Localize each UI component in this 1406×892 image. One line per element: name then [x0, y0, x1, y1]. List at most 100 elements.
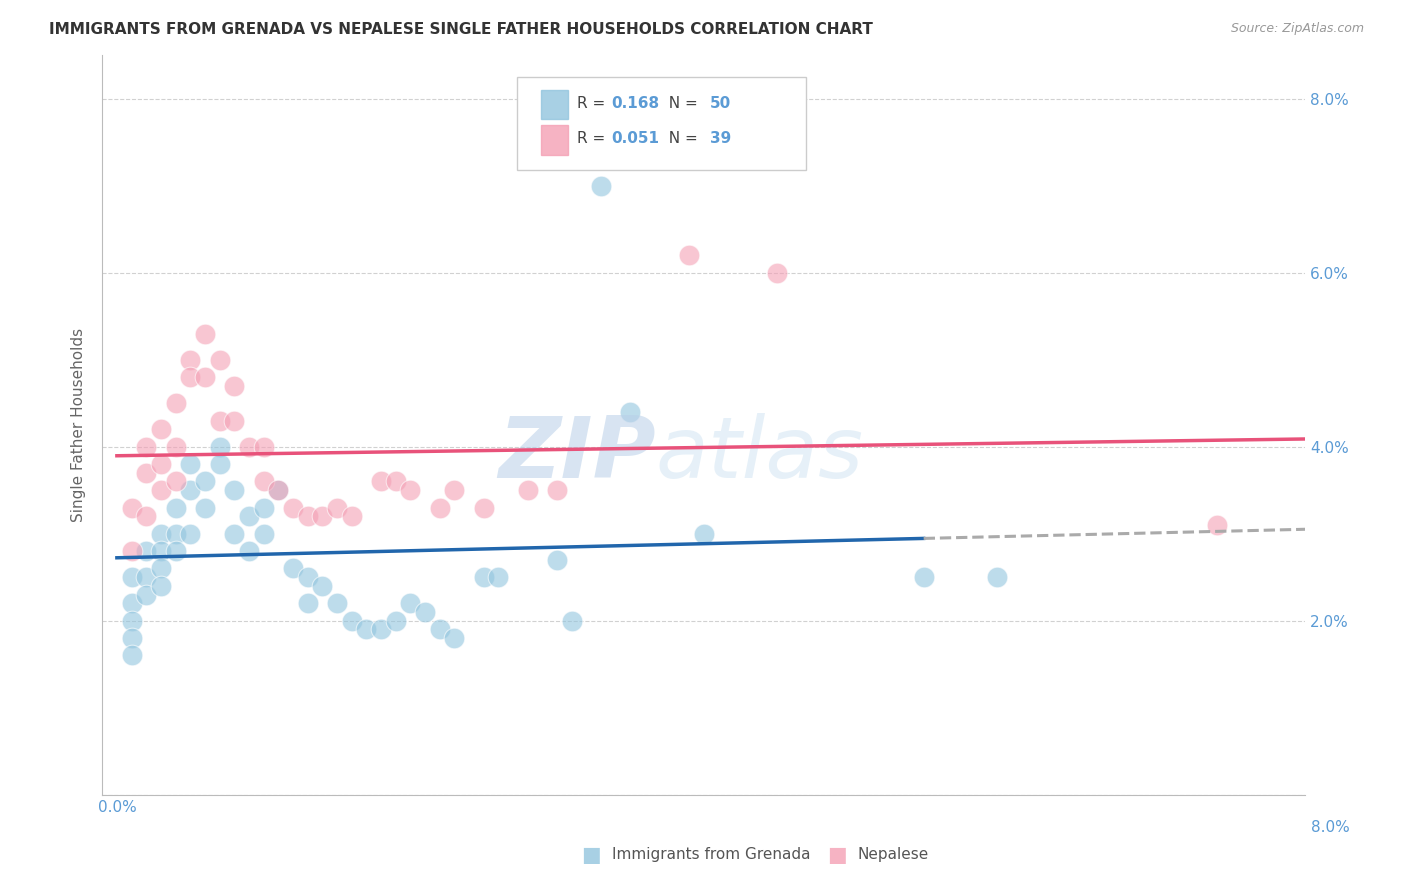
Text: 8.0%: 8.0%: [1310, 821, 1350, 835]
Point: [252, 475, 274, 489]
Point: [354, 623, 377, 637]
Point: [326, 596, 349, 610]
Point: [678, 248, 700, 262]
Text: Nepalese: Nepalese: [858, 847, 929, 862]
Point: [165, 475, 187, 489]
Point: [208, 413, 231, 427]
Bar: [541, 90, 568, 120]
Point: [1206, 518, 1229, 533]
Point: [224, 378, 246, 392]
Point: [267, 483, 290, 498]
Point: [135, 570, 157, 584]
Point: [370, 475, 392, 489]
Point: [179, 352, 201, 367]
Point: [149, 422, 172, 436]
Point: [340, 509, 363, 524]
Point: [311, 579, 333, 593]
Point: [340, 614, 363, 628]
Point: [135, 588, 157, 602]
Point: [238, 440, 260, 454]
Point: [370, 623, 392, 637]
Point: [121, 544, 143, 558]
Point: [224, 413, 246, 427]
Point: [281, 561, 304, 575]
Point: [311, 509, 333, 524]
Point: [149, 561, 172, 575]
Point: [165, 500, 187, 515]
Text: 0.168: 0.168: [612, 95, 659, 111]
Point: [297, 509, 319, 524]
Point: [135, 509, 157, 524]
Point: [766, 266, 789, 280]
Point: [429, 623, 451, 637]
Text: ■: ■: [827, 845, 846, 864]
Point: [912, 570, 935, 584]
Point: [413, 605, 436, 619]
Point: [135, 466, 157, 480]
Point: [281, 500, 304, 515]
Point: [252, 440, 274, 454]
Point: [121, 631, 143, 645]
Text: R =: R =: [578, 131, 610, 146]
Text: Immigrants from Grenada: Immigrants from Grenada: [612, 847, 810, 862]
Point: [149, 579, 172, 593]
Point: [238, 544, 260, 558]
Point: [986, 570, 1008, 584]
Point: [546, 483, 568, 498]
Point: [238, 509, 260, 524]
Point: [165, 544, 187, 558]
Point: [149, 526, 172, 541]
Text: 50: 50: [710, 95, 731, 111]
Point: [135, 544, 157, 558]
Point: [224, 483, 246, 498]
Point: [692, 526, 714, 541]
Point: [121, 596, 143, 610]
Text: IMMIGRANTS FROM GRENADA VS NEPALESE SINGLE FATHER HOUSEHOLDS CORRELATION CHART: IMMIGRANTS FROM GRENADA VS NEPALESE SING…: [49, 22, 873, 37]
Point: [297, 570, 319, 584]
Point: [208, 352, 231, 367]
FancyBboxPatch shape: [517, 78, 806, 169]
Point: [472, 500, 495, 515]
Text: N =: N =: [659, 95, 703, 111]
Point: [561, 614, 583, 628]
Point: [121, 648, 143, 663]
Point: [194, 500, 217, 515]
Text: ZIP: ZIP: [498, 413, 655, 496]
Point: [619, 405, 641, 419]
Point: [135, 440, 157, 454]
Point: [384, 475, 406, 489]
Point: [208, 457, 231, 471]
Point: [399, 596, 422, 610]
Point: [297, 596, 319, 610]
Point: [589, 178, 612, 193]
Point: [224, 526, 246, 541]
Point: [208, 440, 231, 454]
Point: [326, 500, 349, 515]
Point: [179, 457, 201, 471]
Point: [443, 483, 465, 498]
Point: [165, 440, 187, 454]
Text: 0.051: 0.051: [612, 131, 659, 146]
Point: [165, 396, 187, 410]
Point: [429, 500, 451, 515]
Text: Source: ZipAtlas.com: Source: ZipAtlas.com: [1230, 22, 1364, 36]
Point: [443, 631, 465, 645]
Bar: [541, 126, 568, 155]
Text: ■: ■: [581, 845, 600, 864]
Text: R =: R =: [578, 95, 610, 111]
Point: [486, 570, 509, 584]
Point: [149, 544, 172, 558]
Point: [516, 483, 538, 498]
Point: [194, 475, 217, 489]
Point: [252, 500, 274, 515]
Point: [194, 370, 217, 384]
Point: [149, 483, 172, 498]
Point: [194, 326, 217, 341]
Point: [267, 483, 290, 498]
Point: [252, 526, 274, 541]
Text: N =: N =: [659, 131, 703, 146]
Point: [472, 570, 495, 584]
Point: [121, 500, 143, 515]
Point: [179, 370, 201, 384]
Point: [179, 526, 201, 541]
